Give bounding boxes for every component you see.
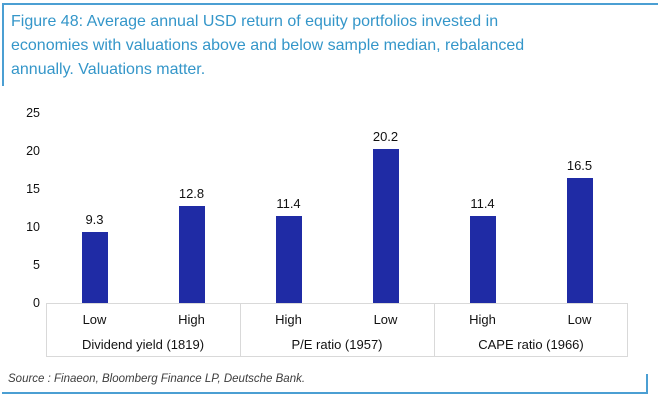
- group-separator-line: [434, 303, 435, 357]
- bar-category-label: High: [178, 312, 205, 327]
- y-axis-tick-label: 5: [33, 258, 40, 272]
- left-border-stub: [2, 3, 4, 86]
- bar-value-label: 11.4: [276, 196, 301, 212]
- bar-value-label: 11.4: [470, 196, 495, 212]
- bar-category-label: Low: [82, 312, 107, 327]
- bar-value-label: 9.3: [85, 212, 104, 228]
- group-label: CAPE ratio (1966): [478, 337, 584, 352]
- y-axis-tick-label: 20: [26, 144, 40, 158]
- y-axis-tick-label: 0: [33, 296, 40, 310]
- bar: [81, 232, 108, 303]
- right-border-stub: [646, 374, 648, 394]
- y-axis-tick-label: 15: [26, 182, 40, 196]
- group-separator-line: [240, 303, 241, 357]
- bar: [372, 149, 399, 303]
- bar: [469, 216, 496, 303]
- figure-title-line-2: economies with valuations above and belo…: [11, 37, 525, 54]
- bar-category-label: Low: [567, 312, 592, 327]
- top-border-rule: [2, 3, 658, 5]
- source-note: Source : Finaeon, Bloomberg Finance LP, …: [8, 373, 306, 385]
- bottom-border-rule: [2, 392, 648, 394]
- group-label: P/E ratio (1957): [291, 337, 383, 352]
- bar-category-label: High: [469, 312, 496, 327]
- bar-value-label: 12.8: [178, 185, 205, 201]
- figure-title: Figure 48: Average annual USD return of …: [11, 10, 631, 82]
- bar: [178, 205, 205, 303]
- y-axis-tick-label: 25: [26, 106, 40, 120]
- bar-category-label: High: [275, 312, 302, 327]
- x-axis-label-box: [46, 303, 628, 357]
- group-label: Dividend yield (1819): [81, 337, 205, 352]
- bar: [566, 177, 593, 303]
- bar-value-label: 20.2: [372, 129, 399, 145]
- bar-value-label: 16.5: [566, 157, 593, 173]
- y-axis-tick-label: 10: [26, 220, 40, 234]
- figure-title-line-1: Figure 48: Average annual USD return of …: [11, 13, 499, 30]
- bar-category-label: Low: [373, 312, 398, 327]
- figure-title-line-3: annually. Valuations matter.: [11, 61, 206, 78]
- bar: [275, 216, 302, 303]
